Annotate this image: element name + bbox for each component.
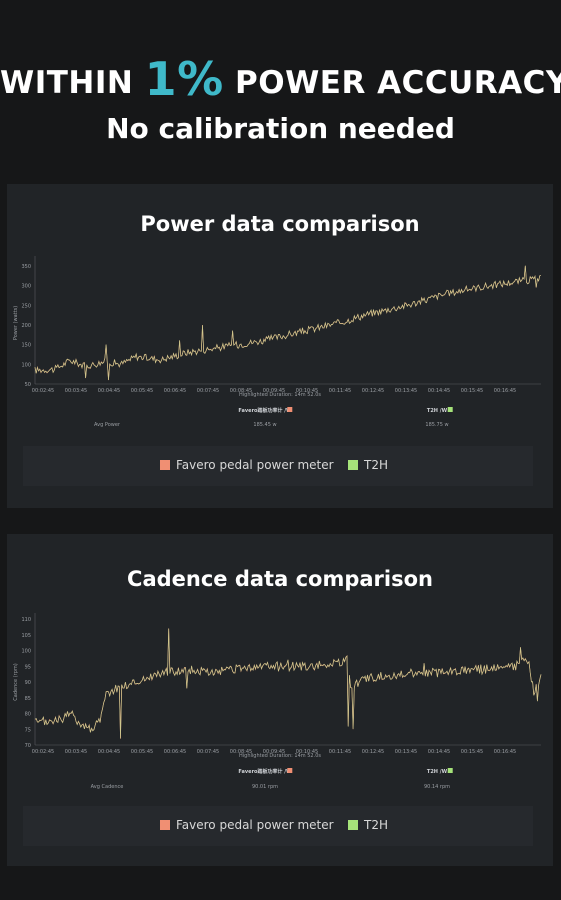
x-tick-label: 00:04:45 [98,749,120,755]
x-tick-label: 00:12:45 [362,749,384,755]
x-tick-label: 00:14:45 [428,388,450,394]
y-tick-label: 110 [21,617,31,623]
summary-label: Avg Power [94,422,121,428]
power-legend: Favero pedal power meter T2H [23,446,533,486]
x-tick-label: 00:08:45 [230,749,252,755]
x-tick-label: 00:03:45 [65,388,87,394]
power-chart: 50 100 150 200 250 300 350 Power (watts) 00:02:4… [13,256,542,428]
cadence-chart-title: Cadence data comparison [127,567,433,591]
y-tick-label: 85 [25,696,31,702]
x-tick-label: 00:16:45 [494,749,516,755]
x-tick-label: 00:16:45 [494,388,516,394]
summary-series-name: T2H /W [427,769,448,775]
x-tick-label: 00:02:45 [32,388,54,394]
summary-swatch [447,407,453,412]
headline: WITHIN 1% POWER ACCURACY [0,52,561,106]
power-chart-panel: Power data comparison 50 100 150 200 250 300 3… [7,184,553,508]
y-axis-label: Power (watts) [13,306,19,340]
x-tick-label: 00:06:45 [164,388,186,394]
summary-swatch [287,407,293,412]
x-tick-label: 00:05:45 [131,749,153,755]
y-tick-label: 100 [21,362,31,368]
x-tick-label: 00:10:45 [296,749,318,755]
legend-item-favero: Favero pedal power meter [160,458,334,472]
favero-swatch [160,820,170,830]
t2h-swatch [348,460,358,470]
favero-swatch [160,460,170,470]
y-tick-label: 100 [21,649,31,655]
t2h-swatch [348,820,358,830]
y-tick-label: 95 [25,664,31,670]
headline-percent: 1% [144,52,224,106]
y-tick-label: 105 [21,633,31,639]
y-tick-label: 90 [25,680,31,686]
x-tick-label: 00:04:45 [98,388,120,394]
summary-series-value: 185.75 w [425,422,448,428]
power-chart-title: Power data comparison [140,212,420,236]
subheadline: No calibration needed [106,112,455,145]
y-tick-label: 80 [25,712,31,718]
y-tick-label: 50 [25,382,31,388]
cadence-chart-panel: Cadence data comparison 70 75 80 85 90 95 100 1… [7,534,553,866]
highlighted-duration: Highlighted Duration: 14m 52.0s [239,753,321,759]
x-tick-label: 00:07:45 [197,749,219,755]
y-tick-label: 75 [25,727,31,733]
cadence-chart: 70 75 80 85 90 95 100 105 110 Cadence (rpm) 00:02:… [13,613,542,790]
series-line-favero [34,628,542,739]
x-tick-label: 00:07:45 [197,388,219,394]
x-tick-label: 00:09:45 [263,388,285,394]
legend-item-favero: Favero pedal power meter [160,818,334,832]
cadence-legend: Favero pedal power meter T2H [23,806,533,846]
x-tick-label: 00:11:45 [329,749,351,755]
x-tick-label: 00:15:45 [461,388,483,394]
legend-item-t2h: T2H [348,458,388,472]
summary-series-value: 90.01 rpm [252,784,278,790]
x-tick-label: 00:09:45 [263,749,285,755]
summary-series-value: 90.14 rpm [424,784,450,790]
legend-label-t2h: T2H [364,458,388,472]
series-line-t2h [34,265,541,381]
legend-label-favero: Favero pedal power meter [176,818,334,832]
y-tick-label: 70 [25,743,31,749]
y-axis-label: Cadence (rpm) [13,663,19,700]
x-tick-label: 00:13:45 [395,749,417,755]
summary-swatch [287,768,293,773]
legend-label-t2h: T2H [364,818,388,832]
legend-label-favero: Favero pedal power meter [176,458,334,472]
summary-series-name: Favero踏板功率计 /W [238,768,292,775]
x-tick-label: 00:06:45 [164,749,186,755]
series-line-t2h [34,628,542,739]
highlighted-duration: Highlighted Duration: 14m 52.0s [239,392,321,398]
x-tick-label: 00:12:45 [362,388,384,394]
summary-series-value: 185.45 w [253,422,276,428]
y-tick-label: 300 [21,284,31,290]
summary-series-name: Favero踏板功率计 /W [238,407,292,414]
x-tick-label: 00:11:45 [329,388,351,394]
x-tick-label: 00:02:45 [32,749,54,755]
x-tick-label: 00:08:45 [230,388,252,394]
summary-series-name: T2H /W [427,408,448,414]
y-tick-label: 200 [21,323,31,329]
headline-pre: WITHIN [0,65,145,101]
x-tick-label: 00:14:45 [428,749,450,755]
headline-post: POWER ACCURACY [223,65,561,101]
x-tick-label: 00:15:45 [461,749,483,755]
x-tick-label: 00:03:45 [65,749,87,755]
summary-swatch [447,768,453,773]
legend-item-t2h: T2H [348,818,388,832]
y-tick-label: 250 [21,303,31,309]
summary-label: Avg Cadence [91,784,124,790]
x-tick-label: 00:10:45 [296,388,318,394]
y-tick-label: 350 [21,264,31,270]
x-tick-label: 00:05:45 [131,388,153,394]
y-tick-label: 150 [21,343,31,349]
series-line-favero [34,265,542,381]
x-tick-label: 00:13:45 [395,388,417,394]
